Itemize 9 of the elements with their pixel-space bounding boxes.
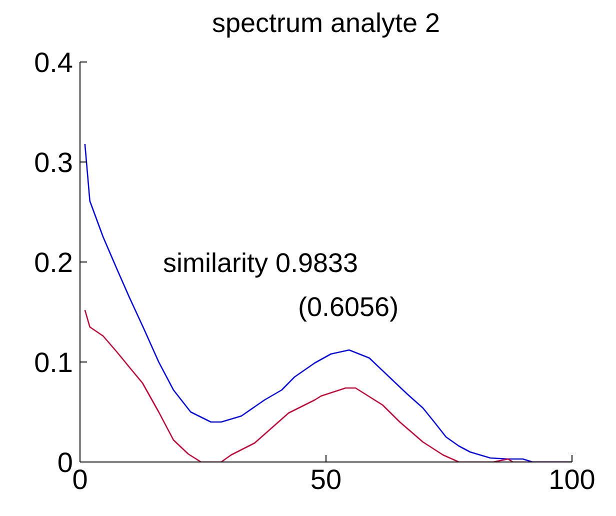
annotation: (0.6056) xyxy=(298,292,399,323)
y-tick-label: 0.2 xyxy=(34,246,73,278)
x-tick-label: 50 xyxy=(310,464,342,495)
y-tick-label: 0.1 xyxy=(34,346,73,378)
annotation: similarity 0.9833 xyxy=(163,248,358,279)
y-tick-label: 0.4 xyxy=(34,46,73,78)
chart-title: spectrum analyte 2 xyxy=(210,8,442,39)
y-tick-label: 0.3 xyxy=(34,146,73,178)
x-tick-label: 100 xyxy=(548,464,596,495)
